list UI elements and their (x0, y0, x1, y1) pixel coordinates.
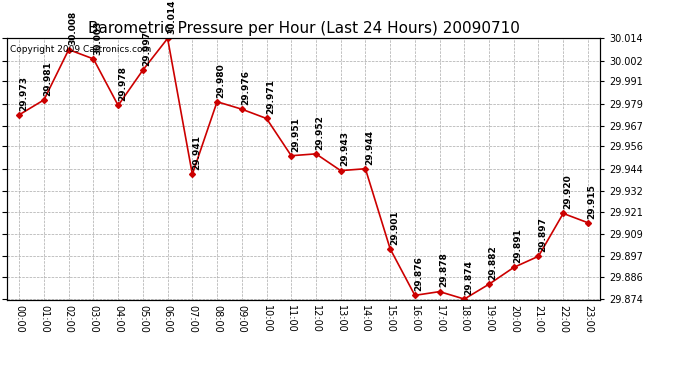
Text: 29.944: 29.944 (365, 129, 374, 165)
Title: Barometric Pressure per Hour (Last 24 Hours) 20090710: Barometric Pressure per Hour (Last 24 Ho… (88, 21, 520, 36)
Text: 30.014: 30.014 (167, 0, 176, 34)
Text: 29.878: 29.878 (440, 253, 449, 288)
Text: 29.891: 29.891 (513, 228, 522, 263)
Text: 29.874: 29.874 (464, 260, 473, 295)
Text: 29.951: 29.951 (291, 117, 300, 152)
Text: 29.952: 29.952 (315, 115, 324, 150)
Text: Copyright 2009 Cartronics.com: Copyright 2009 Cartronics.com (10, 45, 151, 54)
Text: 29.882: 29.882 (489, 245, 497, 280)
Text: 29.973: 29.973 (19, 76, 28, 111)
Text: 29.915: 29.915 (588, 184, 597, 219)
Text: 29.997: 29.997 (143, 31, 152, 66)
Text: 30.003: 30.003 (93, 21, 102, 55)
Text: 29.976: 29.976 (241, 70, 250, 105)
Text: 29.901: 29.901 (390, 210, 399, 244)
Text: 30.008: 30.008 (68, 11, 77, 45)
Text: 29.876: 29.876 (415, 256, 424, 291)
Text: 29.978: 29.978 (118, 66, 127, 101)
Text: 29.971: 29.971 (266, 80, 275, 114)
Text: 29.920: 29.920 (563, 174, 572, 209)
Text: 29.941: 29.941 (192, 135, 201, 170)
Text: 29.980: 29.980 (217, 63, 226, 98)
Text: 29.981: 29.981 (43, 61, 52, 96)
Text: 29.897: 29.897 (538, 217, 547, 252)
Text: 29.943: 29.943 (340, 132, 349, 166)
